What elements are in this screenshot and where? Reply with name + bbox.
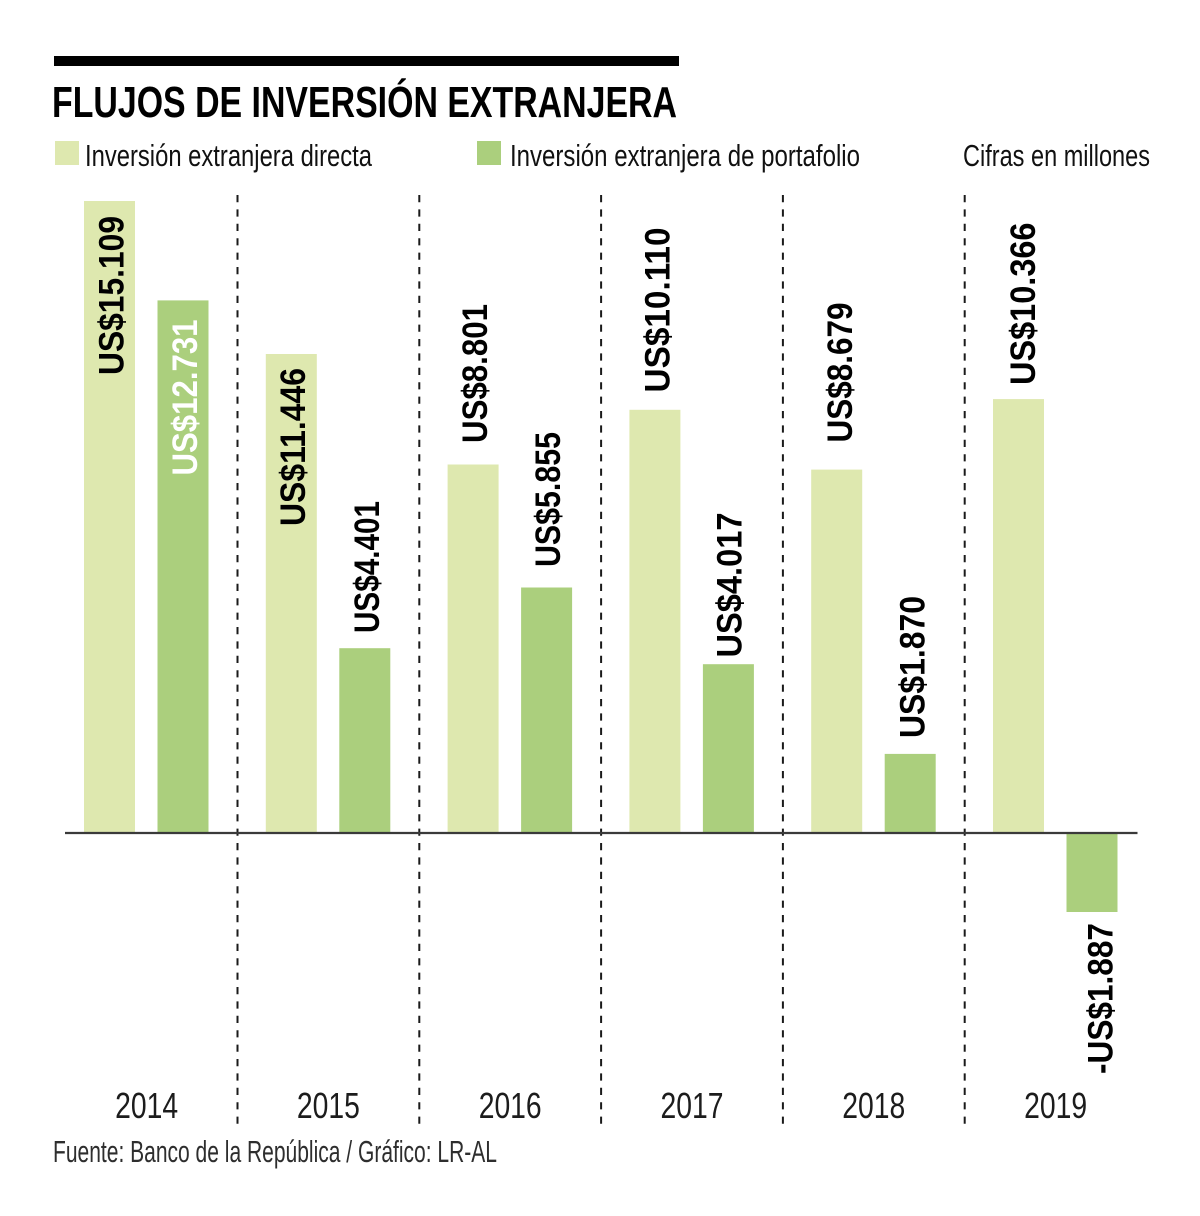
svg-text:US$5.855: US$5.855 (529, 432, 568, 567)
svg-text:US$11.446: US$11.446 (274, 368, 313, 526)
svg-text:US$15.109: US$15.109 (92, 216, 131, 375)
svg-text:US$10.366: US$10.366 (1004, 223, 1043, 386)
svg-text:US$12.731: US$12.731 (166, 320, 205, 476)
svg-text:Cifras en millones: Cifras en millones (963, 138, 1150, 173)
svg-text:US$1.870: US$1.870 (894, 596, 933, 738)
svg-text:2018: 2018 (842, 1085, 905, 1126)
svg-text:2019: 2019 (1024, 1085, 1087, 1126)
svg-text:2015: 2015 (297, 1085, 360, 1126)
svg-text:US$10.110: US$10.110 (639, 228, 678, 393)
svg-text:-US$1.887: -US$1.887 (1081, 923, 1120, 1074)
svg-text:2017: 2017 (661, 1085, 724, 1126)
svg-text:2014: 2014 (115, 1085, 178, 1126)
svg-text:Inversión extranjera directa: Inversión extranjera directa (85, 138, 373, 173)
svg-text:Fuente: Banco de la República: Fuente: Banco de la República / Gráfico:… (53, 1134, 497, 1169)
svg-text:US$8.801: US$8.801 (456, 304, 495, 443)
svg-text:FLUJOS DE INVERSIÓN EXTRANJERA: FLUJOS DE INVERSIÓN EXTRANJERA (52, 77, 677, 127)
svg-text:Inversión extranjera de portaf: Inversión extranjera de portafolio (510, 138, 860, 173)
svg-text:US$4.017: US$4.017 (711, 513, 750, 658)
svg-text:US$4.401: US$4.401 (348, 501, 387, 633)
svg-text:US$8.679: US$8.679 (821, 303, 860, 443)
svg-text:2016: 2016 (479, 1085, 542, 1126)
